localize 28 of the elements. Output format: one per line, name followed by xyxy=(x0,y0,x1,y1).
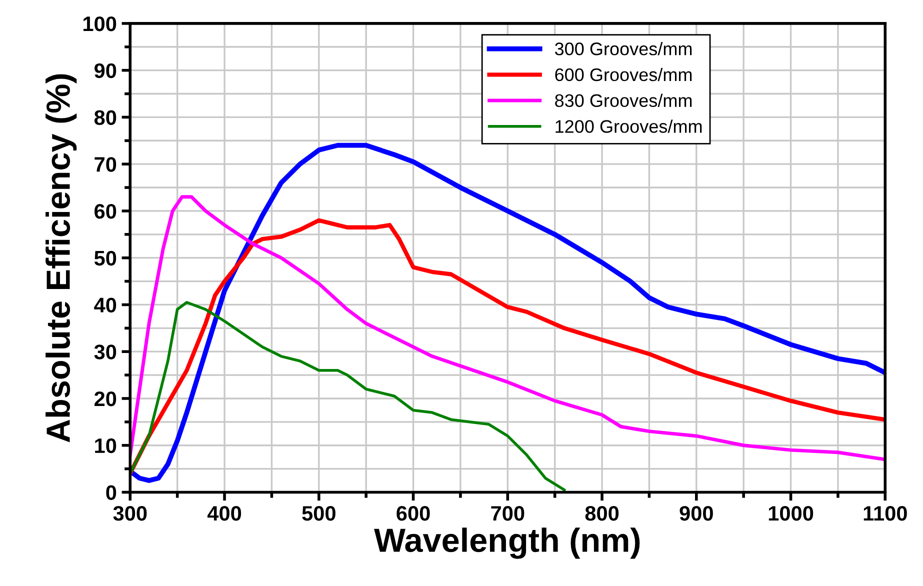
legend-label: 1200 Grooves/mm xyxy=(556,120,702,133)
x-tick-label: 700 xyxy=(491,506,524,521)
x-tick-label: 300 xyxy=(113,506,147,521)
y-tick-label: 100 xyxy=(84,16,116,32)
legend-label: 830 Grooves/mm xyxy=(555,94,692,108)
y-tick-label: 50 xyxy=(94,250,116,266)
x-axis-title: Wavelength (nm) xyxy=(374,528,640,559)
x-tick-label: 1000 xyxy=(768,506,814,521)
y-tick-label: 30 xyxy=(94,344,116,360)
y-axis-title: Absolute Efficiency (%) xyxy=(46,74,77,442)
y-tick-label: 70 xyxy=(94,157,116,172)
line-series xyxy=(130,142,886,483)
x-tick-label: 1100 xyxy=(864,506,907,521)
y-tick-label: 20 xyxy=(94,391,116,406)
line-series xyxy=(130,300,566,492)
y-tick-label: 90 xyxy=(94,63,116,78)
legend-label: 600 Grooves/mm xyxy=(555,68,692,82)
x-tick-label: 400 xyxy=(207,506,242,521)
y-tick-label: 40 xyxy=(94,298,116,312)
x-tick-label: 800 xyxy=(585,506,619,521)
y-tick-label: 10 xyxy=(95,438,116,454)
y-tick-label: 80 xyxy=(94,110,116,125)
x-tick-label: 900 xyxy=(680,506,713,521)
x-tick-label: 600 xyxy=(396,506,430,521)
y-tick-label: 0 xyxy=(106,485,116,500)
legend-label: 300 Grooves/mm xyxy=(554,42,692,56)
x-tick-label: 500 xyxy=(302,506,336,521)
y-tick-label: 60 xyxy=(94,204,116,219)
